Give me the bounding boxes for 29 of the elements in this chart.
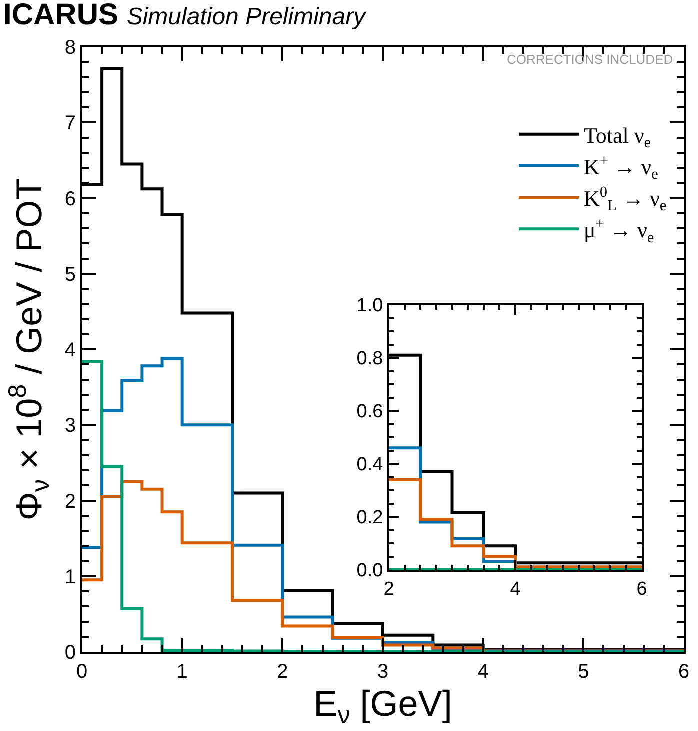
chart-title: ICARUS (3, 0, 119, 32)
y-tick-label: 0 (64, 642, 76, 664)
x-tick-label: 6 (636, 578, 648, 600)
x-tick-label: 5 (578, 661, 590, 683)
x-tick-label: 4 (510, 578, 522, 600)
x-tick-label: 1 (176, 661, 188, 683)
y-tick-label: 6 (64, 188, 76, 210)
legend-label: μ$^{+}$ → ν$_{e}$ (584, 215, 654, 246)
y-tick-label: 4 (64, 340, 76, 362)
y-tick-label: 0.2 (356, 508, 384, 529)
x-axis-title: E$_{ν}$ [GeV] (314, 683, 452, 730)
chart-subtitle: Simulation Preliminary (126, 4, 368, 31)
y-tick-label: 0.4 (356, 454, 384, 476)
y-tick-label: 8 (64, 37, 76, 59)
y-tick-label: 5 (64, 264, 76, 286)
y-tick-label: 0.0 (356, 560, 384, 582)
legend-label: Total ν$_{e}$ (584, 122, 652, 152)
x-tick-label: 6 (678, 661, 690, 683)
y-tick-label: 7 (64, 112, 76, 135)
y-tick-label: 0.6 (356, 402, 384, 423)
x-tick-label: 4 (478, 661, 489, 683)
annotation: CORRECTIONS INCLUDED (507, 52, 674, 67)
y-tick-label: 1.0 (356, 296, 384, 317)
y-tick-label: 3 (64, 415, 76, 438)
legend-label: K$^{+}$ → ν$_{e}$ (584, 152, 658, 184)
y-tick-label: 2 (64, 490, 76, 513)
y-tick-label: 0.8 (356, 348, 384, 370)
x-tick-label: 2 (277, 661, 288, 683)
legend-label: K$^{0}$$_{L}$ → ν$_{e}$ (584, 184, 667, 215)
